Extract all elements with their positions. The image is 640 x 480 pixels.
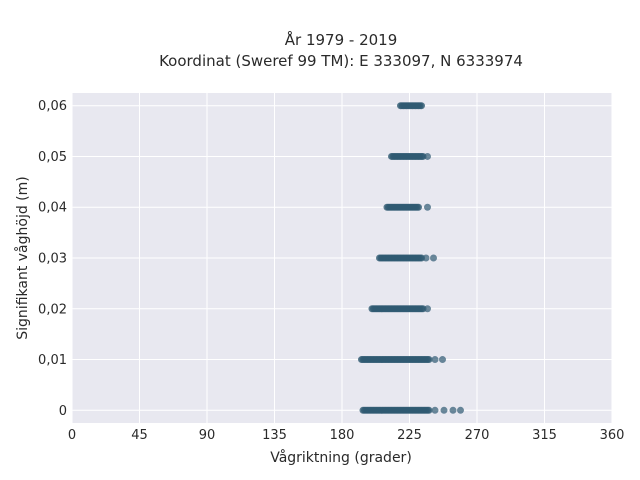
data-point (431, 356, 439, 364)
x-axis-ticks: 0 45 90 135 180 225 270 315 360 (68, 428, 625, 443)
chart-title-line-1: År 1979 - 2019 (285, 30, 398, 49)
grid-lines (71, 93, 613, 423)
y-tick-label: 0,06 (38, 99, 67, 114)
x-tick-label: 315 (532, 428, 557, 443)
chart-title-line-2: Koordinat (Sweref 99 TM): E 333097, N 63… (159, 52, 523, 70)
data-point (439, 356, 446, 364)
x-tick-label: 135 (262, 428, 287, 443)
data-point (424, 305, 431, 313)
y-axis-ticks: 0 0,01 0,02 0,03 0,04 0,05 0,06 (38, 99, 67, 419)
data-point (425, 356, 433, 364)
y-tick-label: 0,01 (38, 353, 67, 368)
x-tick-label: 90 (199, 428, 216, 443)
point-band (359, 406, 464, 414)
point-band (388, 152, 431, 160)
data-point (424, 203, 431, 211)
data-point (415, 203, 422, 211)
x-axis-label: Vågriktning (grader) (270, 449, 412, 466)
y-tick-label: 0,02 (38, 302, 67, 317)
y-tick-label: 0,03 (38, 252, 67, 267)
point-band (358, 356, 446, 364)
data-point (425, 406, 433, 414)
point-band (397, 102, 425, 110)
data-point (418, 102, 425, 110)
data-point (457, 406, 464, 414)
y-axis-label: Signifikant våghöjd (m) (14, 176, 31, 339)
data-points (358, 102, 464, 414)
x-tick-label: 225 (397, 428, 422, 443)
data-point (449, 406, 457, 414)
y-tick-label: 0,04 (38, 201, 67, 216)
point-band (383, 203, 431, 211)
y-tick-label: 0 (59, 404, 67, 419)
y-tick-label: 0,05 (38, 150, 67, 165)
data-point (430, 254, 437, 262)
data-point (424, 152, 431, 160)
x-tick-label: 180 (330, 428, 355, 443)
data-point (431, 406, 439, 414)
x-tick-label: 0 (68, 428, 76, 443)
point-band (368, 305, 431, 313)
x-tick-label: 45 (131, 428, 148, 443)
data-point (422, 254, 430, 262)
x-tick-label: 270 (465, 428, 490, 443)
data-point (440, 406, 448, 414)
point-band (376, 254, 437, 262)
x-tick-label: 360 (600, 428, 625, 443)
